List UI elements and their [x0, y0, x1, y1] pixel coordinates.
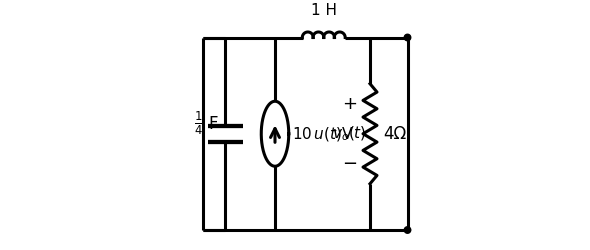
Text: 4Ω: 4Ω — [384, 125, 407, 143]
Circle shape — [404, 227, 411, 233]
Text: −: − — [342, 155, 357, 173]
Text: F: F — [208, 115, 218, 133]
Text: $\frac{1}{4}$: $\frac{1}{4}$ — [194, 110, 204, 138]
Circle shape — [404, 34, 411, 41]
Text: $v_o(t)$: $v_o(t)$ — [332, 124, 366, 143]
Text: 1 H: 1 H — [311, 2, 337, 18]
Text: $10\,u(t)$V: $10\,u(t)$V — [291, 125, 353, 143]
Text: +: + — [342, 95, 357, 113]
